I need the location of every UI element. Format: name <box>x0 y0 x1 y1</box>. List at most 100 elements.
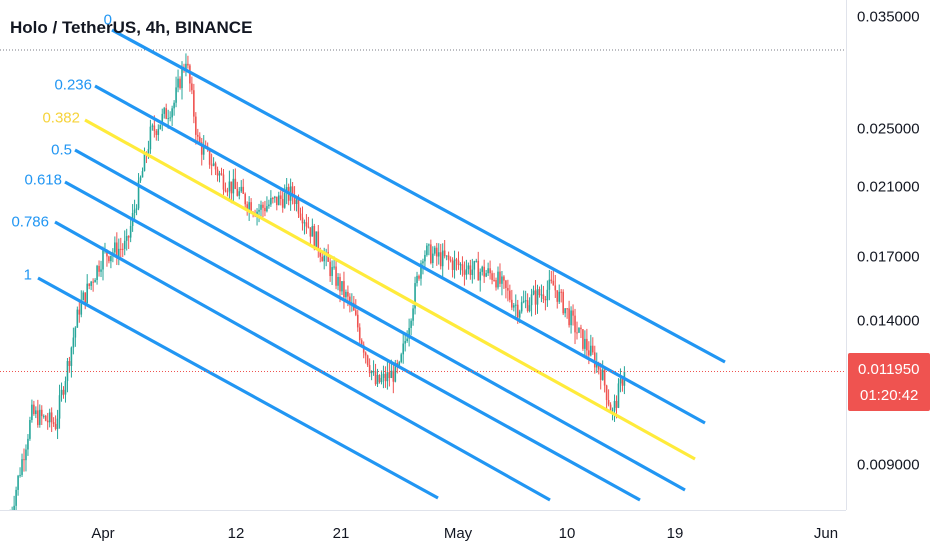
candle-body <box>116 242 118 258</box>
candle-body <box>499 271 501 284</box>
candle-body <box>552 280 555 286</box>
candle-body <box>331 267 333 277</box>
candle-body <box>526 300 529 312</box>
candle-body <box>394 363 397 382</box>
candle-body <box>511 299 513 308</box>
candle-body <box>266 206 268 212</box>
candle-body <box>619 378 622 384</box>
candle-body <box>582 329 584 349</box>
candle-body <box>84 292 87 303</box>
candle-body <box>151 125 154 127</box>
price-tick: 0.014000 <box>857 312 920 330</box>
candle-body <box>157 128 160 135</box>
candle-body <box>133 209 136 213</box>
time-tick: 19 <box>666 525 684 542</box>
candle-body <box>319 250 322 257</box>
candle-body <box>382 373 385 378</box>
candle-body <box>404 340 406 344</box>
candle-body <box>554 285 557 291</box>
candle-body <box>173 102 175 109</box>
candle-body <box>291 186 294 196</box>
candle-body <box>141 171 144 178</box>
candle-body <box>64 381 67 395</box>
candle-body <box>238 191 241 196</box>
candle-body <box>100 269 102 272</box>
candle-body <box>230 181 233 194</box>
candle-body <box>92 281 94 283</box>
candle-body <box>457 260 460 265</box>
candle-body <box>453 259 456 270</box>
candle-body <box>380 377 383 383</box>
candle-body <box>163 108 166 114</box>
candle-body <box>222 174 225 190</box>
candle-body <box>143 153 146 172</box>
candle-body <box>339 276 341 292</box>
candle-body <box>50 412 53 423</box>
candle-body <box>19 474 21 476</box>
candle-body <box>212 163 215 166</box>
candle-body <box>536 289 539 305</box>
candle-body <box>214 163 217 170</box>
candle-body <box>40 409 43 417</box>
candle-body <box>60 389 63 396</box>
candle-body <box>455 259 458 261</box>
candle-body <box>139 177 142 181</box>
candle-body <box>439 252 442 267</box>
candle-body <box>125 236 128 241</box>
candle-body <box>202 145 205 155</box>
candle-body <box>558 291 561 302</box>
candle-body <box>127 236 130 238</box>
fib-line-0236 <box>94 84 706 425</box>
candle-body <box>68 361 71 366</box>
candle-body <box>469 265 472 275</box>
candle-body <box>548 279 551 290</box>
candle-body <box>471 269 474 275</box>
candle-body <box>485 273 487 277</box>
candle-body <box>31 404 33 421</box>
candle-body <box>491 273 493 280</box>
candle-body <box>35 410 37 415</box>
candle-body <box>258 209 260 212</box>
candle-body <box>295 199 298 205</box>
candle-body <box>378 374 381 383</box>
price-chart[interactable] <box>0 0 846 510</box>
candle-body <box>171 108 173 118</box>
candle-body <box>572 310 574 316</box>
candle-body <box>593 352 596 368</box>
price-axis[interactable]: 0.035000 0.025000 0.021000 0.017000 0.01… <box>846 0 932 510</box>
candle-body <box>617 383 620 408</box>
candle-body <box>544 298 547 301</box>
candle-body <box>518 311 521 318</box>
candle-body <box>72 337 75 348</box>
candle-body <box>129 226 132 238</box>
chart-area[interactable] <box>0 0 846 510</box>
candle-body <box>509 290 511 300</box>
candle-body <box>42 415 45 417</box>
candle-body <box>402 343 404 355</box>
candle-body <box>408 327 410 339</box>
candle-body <box>560 291 562 293</box>
candle-body <box>39 409 41 425</box>
candle-body <box>90 281 92 286</box>
candle-body <box>524 300 527 302</box>
candle-body <box>497 271 499 288</box>
time-axis[interactable]: Apr 12 21 May 10 19 Jun <box>0 510 846 551</box>
candle-body <box>493 279 495 281</box>
time-tick: 10 <box>558 525 576 542</box>
candle-body <box>615 400 618 408</box>
candle-body <box>566 308 568 310</box>
candle-body <box>390 370 393 379</box>
fib-label-05: 0.5 <box>51 141 72 159</box>
candle-body <box>25 449 27 461</box>
candle-body <box>74 327 77 338</box>
current-price-tag: 0.011950 01:20:42 <box>848 353 930 411</box>
candle-body <box>406 338 408 341</box>
candle-body <box>276 196 278 206</box>
candle-body <box>483 266 485 277</box>
candle-body <box>358 327 361 341</box>
candle-body <box>169 117 171 119</box>
candle-body <box>272 198 274 200</box>
candle-body <box>48 412 51 423</box>
candle-body <box>605 385 608 401</box>
candle-body <box>311 226 314 237</box>
